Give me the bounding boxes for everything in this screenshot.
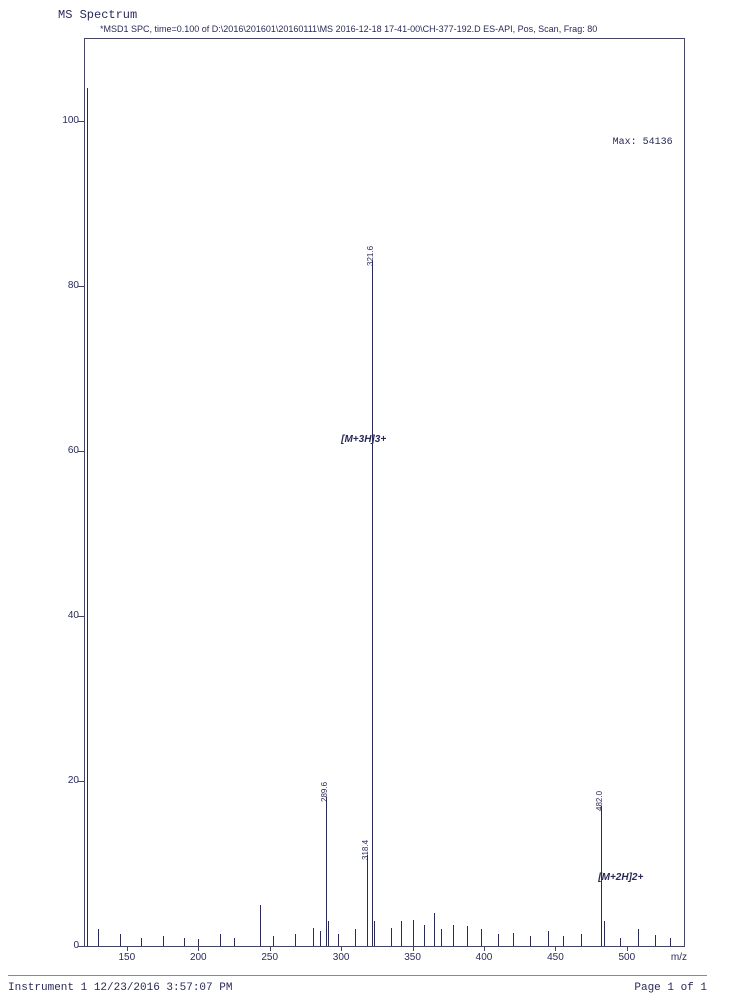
y-tick-label: 40 [39,610,79,621]
spectrum-peak [120,934,121,946]
spectrum-peak [604,921,605,946]
footer-instrument: Instrument 1 12/23/2016 3:57:07 PM [8,982,232,994]
y-tick-label: 20 [39,775,79,786]
x-axis [84,946,684,947]
spectrum-peak [273,936,274,946]
spectrum-peak [638,929,639,946]
x-tick-label: 400 [476,952,493,963]
x-tick [341,946,342,951]
footer-page: Page 1 of 1 [634,982,707,994]
spectrum-peak [655,935,656,946]
spectrum-peak [548,931,549,946]
spectrum-peak [513,933,514,946]
spectrum-peak [260,905,261,946]
spectrum-peak [413,920,414,946]
spectrum-peak [234,938,235,946]
chart-subtitle: *MSD1 SPC, time=0.100 of D:\2016\201601\… [100,24,697,34]
peak-label: 289.6 [320,782,329,802]
x-tick [484,946,485,951]
x-tick-label: 200 [190,952,207,963]
y-tick-label: 100 [39,115,79,126]
x-tick-label: 300 [333,952,350,963]
spectrum-peak [467,926,468,946]
y-axis [84,38,85,946]
x-tick-label: 500 [619,952,636,963]
spectrum-peak [320,931,321,946]
spectrum-peak [367,855,368,946]
y-tick-label: 80 [39,280,79,291]
x-tick [413,946,414,951]
x-tick-label: 250 [261,952,278,963]
spectrum-peak [163,936,164,946]
spectrum-peak [424,925,425,946]
spectrum-peak [670,938,671,946]
peak-label: 482.0 [595,791,604,811]
spectrum-peak [313,928,314,946]
spectrum-peak [295,934,296,946]
ion-annotation: [M+2H]2+ [598,872,643,883]
x-tick [198,946,199,951]
spectrum-peak [338,934,339,946]
spectrum-peak [87,88,88,946]
spectrum-peak [620,938,621,946]
x-tick-label: 150 [119,952,136,963]
peak-label: 318.4 [361,840,370,860]
spectrum-peak [498,934,499,946]
x-tick-label: 350 [404,952,421,963]
x-tick-label: 450 [547,952,564,963]
spectrum-peak [220,934,221,946]
ion-annotation: [M+3H]3+ [341,434,386,445]
spectrum-peak [453,925,454,946]
spectrum-peak [98,929,99,946]
page: MS Spectrum *MSD1 SPC, time=0.100 of D:\… [0,0,737,1000]
x-tick [555,946,556,951]
max-intensity-label: Max: 54136 [613,137,673,148]
footer-rule [8,975,707,976]
x-tick [627,946,628,951]
x-tick [270,946,271,951]
x-tick [127,946,128,951]
spectrum-peak [391,928,392,946]
spectrum-peak [434,913,435,946]
spectrum-peak [374,921,375,946]
y-tick-label: 0 [39,940,79,951]
spectrum-peak [401,921,402,946]
spectrum-peak [328,921,329,946]
spectrum-peak [481,929,482,946]
spectrum-peak [441,929,442,946]
y-tick-label: 60 [39,445,79,456]
spectrum-peak [198,939,199,946]
spectrum-peak [372,261,373,946]
chart-title: MS Spectrum [58,8,137,22]
spectrum-peak [184,938,185,946]
spectrum-peak [326,797,327,946]
x-axis-unit: m/z [671,952,687,963]
spectrum-peak [355,929,356,946]
peak-label: 321.6 [366,246,375,266]
spectrum-peak [563,936,564,946]
spectrum-peak [530,936,531,946]
spectrum-peak [141,938,142,946]
spectrum-peak [581,934,582,946]
